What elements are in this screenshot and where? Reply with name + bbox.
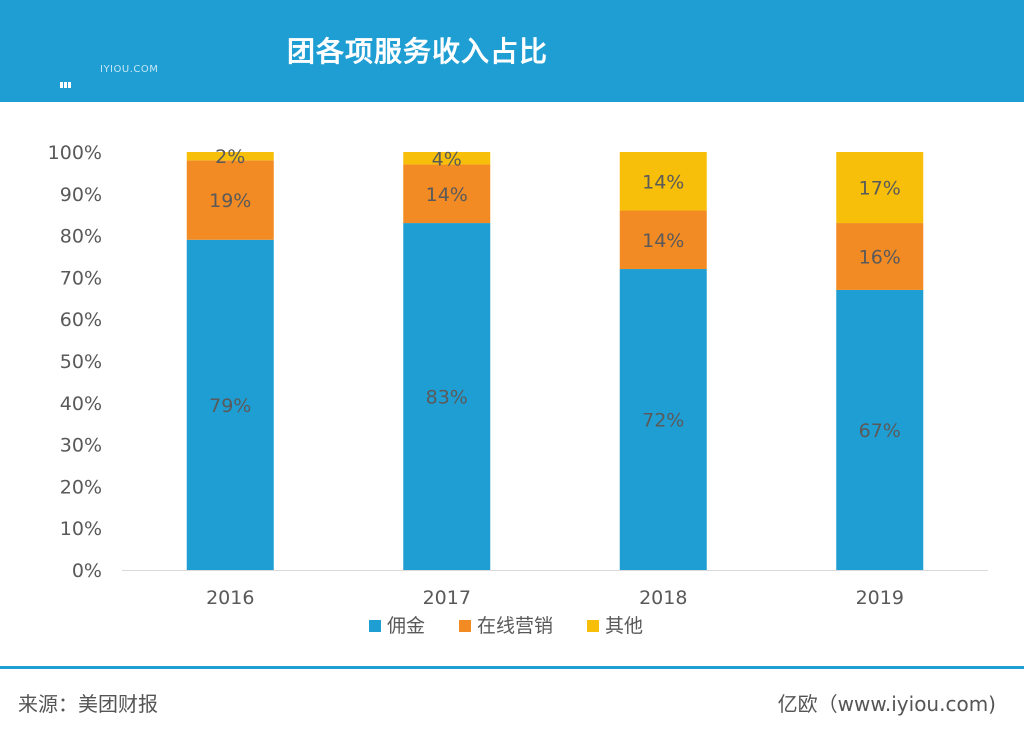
bar-segment-1 xyxy=(403,164,491,224)
y-tick-label: 70% xyxy=(60,267,102,289)
bar-segment-2 xyxy=(619,152,707,211)
source-note: 来源：美团财报 xyxy=(18,692,158,716)
data-label: 67% xyxy=(859,420,901,442)
bar-segment-2 xyxy=(186,152,274,161)
legend-swatch-1 xyxy=(459,620,471,632)
x-tick-label: 2017 xyxy=(423,587,471,609)
data-label: 14% xyxy=(642,171,684,193)
y-tick-label: 80% xyxy=(60,226,102,248)
data-label: 14% xyxy=(426,184,468,206)
y-tick-label: 10% xyxy=(60,518,102,540)
data-label: 2% xyxy=(215,146,245,168)
data-label: 19% xyxy=(209,190,251,212)
legend-label: 其他 xyxy=(605,615,643,637)
chart-title: 团各项服务收入占比 xyxy=(287,35,549,68)
stacked-bar-chart: 0% 10% 20% 30% 40% 50% 60% 70% 80% 90% 100% 79% 19% 2… xyxy=(48,142,988,637)
header-banner: IYIOU.COM 团各项服务收入占比 xyxy=(0,0,1024,102)
data-label: 14% xyxy=(642,230,684,252)
bar-segment-2 xyxy=(403,152,491,165)
legend-swatch-2 xyxy=(587,620,599,632)
legend-label: 佣金 xyxy=(387,615,425,637)
legend-swatch-0 xyxy=(369,620,381,632)
data-label: 79% xyxy=(209,395,251,417)
bar-segment-1 xyxy=(186,160,274,240)
credit-note: 亿欧（www.iyiou.com) xyxy=(777,692,996,716)
footer-divider xyxy=(0,666,1024,669)
y-tick-label: 90% xyxy=(60,184,102,206)
y-tick-label: 0% xyxy=(72,560,102,582)
y-tick-label: 20% xyxy=(60,476,102,498)
x-tick-label: 2019 xyxy=(856,587,904,609)
bar-segment-0 xyxy=(403,223,491,570)
bar-segment-1 xyxy=(619,210,707,270)
y-tick-label: 30% xyxy=(60,435,102,457)
y-tick-label: 100% xyxy=(48,142,102,164)
data-label: 72% xyxy=(642,410,684,432)
y-tick-label: 50% xyxy=(60,351,102,373)
x-tick-label: 2018 xyxy=(639,587,687,609)
legend-label: 在线营销 xyxy=(477,615,553,637)
data-label: 17% xyxy=(859,178,901,200)
y-tick-label: 40% xyxy=(60,393,102,415)
bar-segment-2 xyxy=(836,152,924,224)
x-tick-label: 2016 xyxy=(206,587,254,609)
data-label: 4% xyxy=(432,148,462,170)
bar-segment-0 xyxy=(836,289,924,570)
data-label: 16% xyxy=(859,247,901,269)
bar-segment-0 xyxy=(619,269,707,570)
bar-segment-0 xyxy=(186,239,274,570)
data-label: 83% xyxy=(426,387,468,409)
bar-segment-1 xyxy=(836,223,924,290)
logo-text: IYIOU.COM xyxy=(100,64,159,75)
logo-icon xyxy=(60,73,72,88)
y-tick-label: 60% xyxy=(60,309,102,331)
